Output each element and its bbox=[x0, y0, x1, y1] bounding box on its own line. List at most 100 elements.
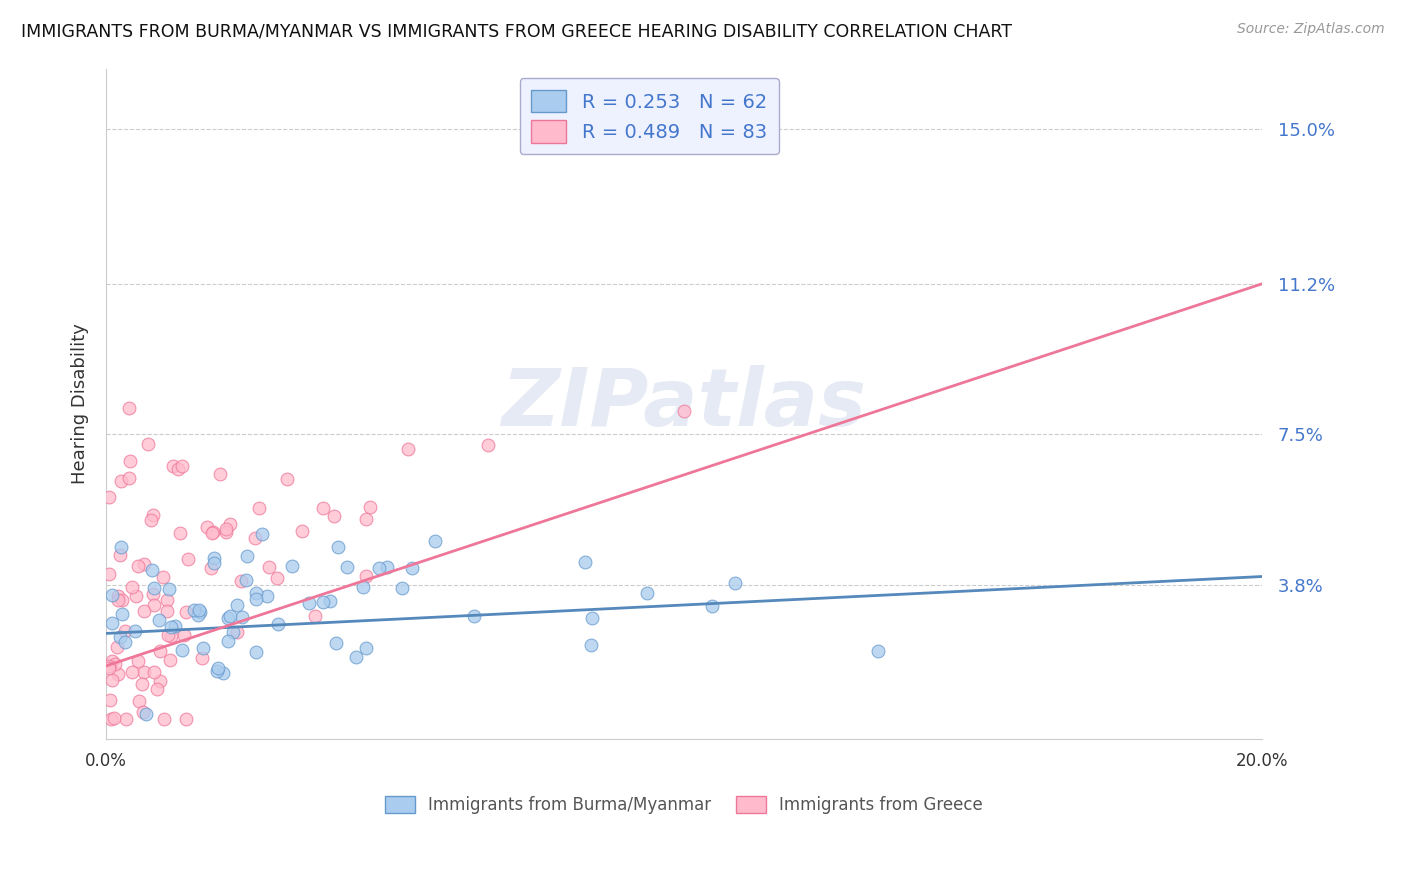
Point bbox=[235, 573, 257, 587]
Point bbox=[207, 660, 229, 674]
Point bbox=[375, 559, 398, 574]
Point bbox=[173, 628, 195, 642]
Point bbox=[328, 540, 350, 554]
Point bbox=[208, 467, 231, 481]
Point bbox=[149, 673, 172, 688]
Point bbox=[167, 462, 190, 476]
Point bbox=[111, 593, 134, 607]
Point bbox=[121, 665, 143, 680]
Point bbox=[157, 582, 180, 596]
Point bbox=[477, 438, 499, 452]
Point bbox=[205, 664, 228, 678]
Point bbox=[152, 712, 174, 726]
Point bbox=[136, 437, 159, 451]
Point bbox=[172, 459, 194, 474]
Point bbox=[169, 525, 191, 540]
Point bbox=[124, 624, 146, 638]
Point bbox=[100, 654, 122, 668]
Point bbox=[108, 631, 131, 645]
Point bbox=[125, 590, 148, 604]
Point bbox=[100, 616, 122, 631]
Point bbox=[222, 625, 245, 640]
Point bbox=[132, 665, 155, 679]
Point bbox=[235, 549, 257, 563]
Point bbox=[156, 604, 179, 618]
Point bbox=[141, 562, 163, 576]
Point bbox=[266, 571, 288, 585]
Point bbox=[325, 636, 347, 650]
Point bbox=[176, 606, 198, 620]
Point bbox=[574, 555, 596, 569]
Point bbox=[149, 644, 172, 658]
Point bbox=[298, 596, 321, 610]
Point bbox=[256, 589, 278, 603]
Point bbox=[148, 613, 170, 627]
Point bbox=[163, 618, 186, 632]
Point bbox=[202, 556, 225, 570]
Point bbox=[159, 653, 181, 667]
Point bbox=[132, 604, 155, 618]
Point bbox=[103, 711, 125, 725]
Point bbox=[157, 627, 180, 641]
Point bbox=[318, 594, 340, 608]
Point bbox=[191, 640, 214, 655]
Point bbox=[231, 610, 253, 624]
Point bbox=[280, 558, 302, 573]
Text: ZIPatlas: ZIPatlas bbox=[502, 365, 866, 442]
Point bbox=[172, 643, 194, 657]
Text: IMMIGRANTS FROM BURMA/MYANMAR VS IMMIGRANTS FROM GREECE HEARING DISABILITY CORRE: IMMIGRANTS FROM BURMA/MYANMAR VS IMMIGRA… bbox=[21, 22, 1012, 40]
Point bbox=[118, 401, 141, 416]
Point bbox=[108, 549, 131, 563]
Point bbox=[174, 712, 197, 726]
Point bbox=[354, 568, 377, 582]
Point bbox=[105, 640, 128, 654]
Point bbox=[336, 559, 359, 574]
Point bbox=[101, 673, 124, 688]
Point bbox=[401, 561, 423, 575]
Point bbox=[143, 599, 166, 613]
Point bbox=[579, 638, 602, 652]
Point bbox=[131, 676, 153, 690]
Point bbox=[120, 453, 142, 467]
Point bbox=[354, 640, 377, 655]
Point bbox=[127, 655, 149, 669]
Point bbox=[425, 533, 447, 548]
Point bbox=[142, 508, 165, 522]
Point bbox=[322, 509, 344, 524]
Point bbox=[100, 712, 122, 726]
Point bbox=[257, 560, 280, 574]
Point bbox=[866, 644, 889, 658]
Point bbox=[97, 661, 120, 675]
Point bbox=[152, 570, 174, 584]
Point bbox=[231, 574, 253, 588]
Point bbox=[98, 658, 121, 673]
Point bbox=[226, 598, 249, 612]
Point bbox=[107, 593, 129, 607]
Point bbox=[211, 665, 233, 680]
Point bbox=[724, 576, 747, 591]
Point bbox=[201, 526, 224, 541]
Point bbox=[187, 607, 209, 622]
Text: Source: ZipAtlas.com: Source: ZipAtlas.com bbox=[1237, 22, 1385, 37]
Point bbox=[396, 442, 419, 456]
Point bbox=[243, 531, 266, 545]
Point bbox=[162, 458, 184, 473]
Point bbox=[135, 706, 157, 721]
Point bbox=[672, 404, 695, 418]
Point bbox=[702, 599, 724, 614]
Point bbox=[142, 587, 165, 601]
Point bbox=[177, 551, 200, 566]
Point bbox=[217, 633, 239, 648]
Point bbox=[354, 512, 377, 526]
Point bbox=[218, 517, 240, 532]
Point bbox=[276, 472, 298, 486]
Point bbox=[98, 567, 121, 582]
Point bbox=[143, 581, 166, 595]
Point bbox=[191, 651, 214, 665]
Point bbox=[183, 603, 205, 617]
Point bbox=[217, 611, 239, 625]
Point bbox=[359, 500, 381, 514]
Point bbox=[219, 609, 242, 624]
Point bbox=[97, 491, 120, 505]
Point bbox=[117, 471, 139, 485]
